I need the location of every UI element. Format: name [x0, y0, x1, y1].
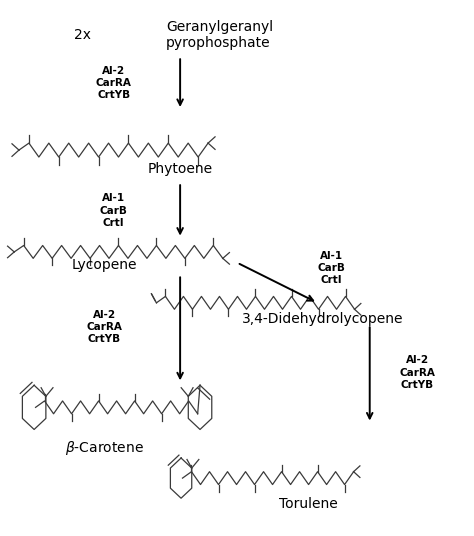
Text: Geranylgeranyl
pyrophosphate: Geranylgeranyl pyrophosphate [166, 20, 273, 50]
Text: 2x: 2x [74, 28, 91, 42]
Text: Lycopene: Lycopene [72, 258, 137, 272]
Text: $\beta$-Carotene: $\beta$-Carotene [65, 438, 144, 457]
Text: Al-2
CarRA
CrtYB: Al-2 CarRA CrtYB [399, 355, 435, 390]
Text: Al-2
CarRA
CrtYB: Al-2 CarRA CrtYB [96, 66, 132, 100]
Text: Torulene: Torulene [279, 497, 337, 511]
Text: Al-1
CarB
CrtI: Al-1 CarB CrtI [100, 193, 128, 228]
Text: 3,4-Didehydrolycopene: 3,4-Didehydrolycopene [242, 312, 403, 326]
Text: Phytoene: Phytoene [147, 162, 213, 176]
Text: Al-1
CarB
CrtI: Al-1 CarB CrtI [318, 251, 346, 285]
Text: Al-2
CarRA
CrtYB: Al-2 CarRA CrtYB [86, 310, 122, 344]
